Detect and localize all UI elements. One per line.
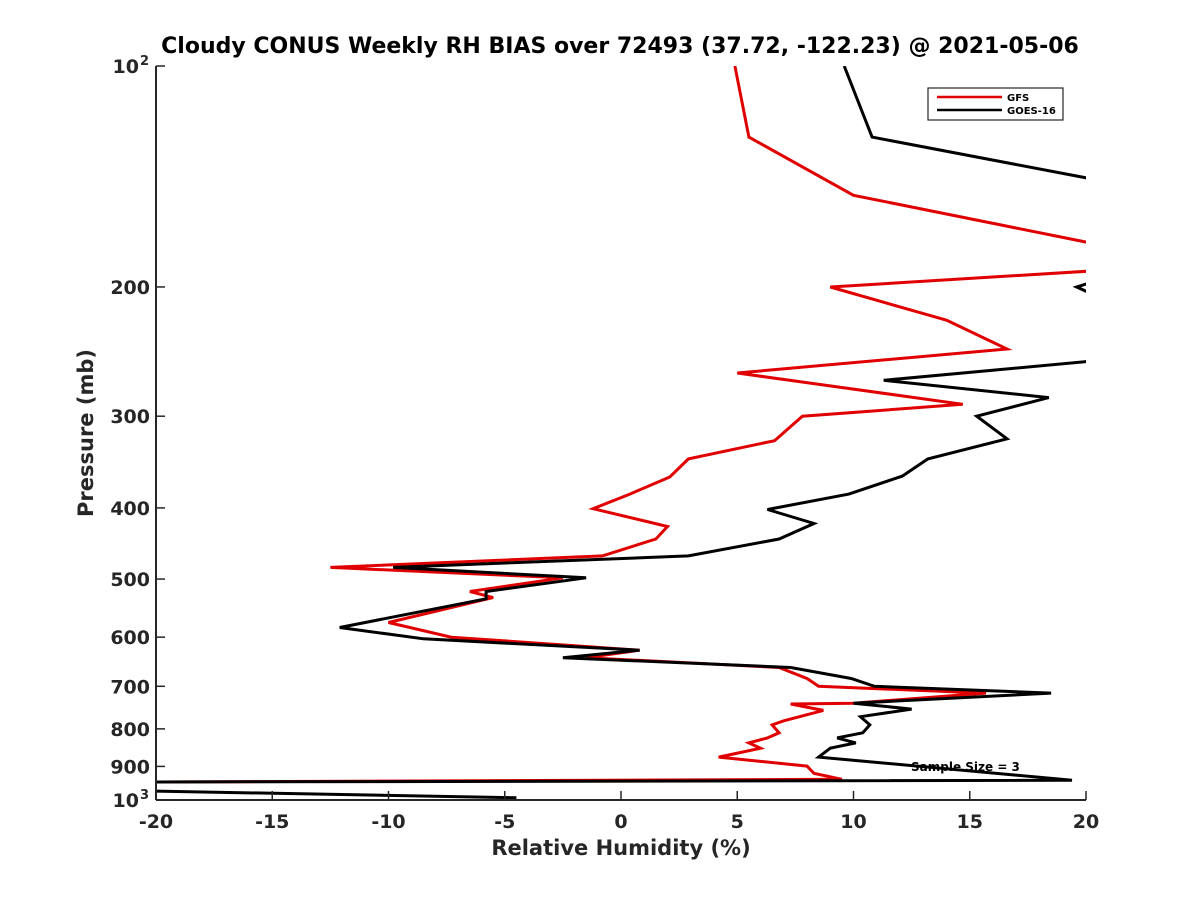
x-tick-label: 0 bbox=[614, 811, 627, 833]
sample-size-annotation: Sample Size = 3 bbox=[911, 760, 1020, 774]
y-axis-label: Pressure (mb) bbox=[74, 349, 98, 517]
x-tick-label: 20 bbox=[1073, 811, 1099, 833]
x-ticks: -20 -15 -10 -5 0 5 10 15 20 bbox=[139, 791, 1099, 833]
x-tick-label: -5 bbox=[494, 811, 515, 833]
y-tick-label: 700 bbox=[110, 676, 150, 698]
plot-area bbox=[156, 66, 1086, 800]
y-tick-exponent: 2 bbox=[140, 54, 149, 69]
x-axis-label: Relative Humidity (%) bbox=[491, 836, 750, 860]
y-tick-label: 400 bbox=[110, 498, 150, 520]
x-tick-label: -15 bbox=[255, 811, 289, 833]
x-tick-label: 5 bbox=[731, 811, 744, 833]
y-tick-label: 900 bbox=[110, 756, 150, 778]
chart-title: Cloudy CONUS Weekly RH BIAS over 72493 (… bbox=[161, 34, 1079, 59]
legend-label-gfs: GFS bbox=[1007, 93, 1029, 104]
x-tick-label: -20 bbox=[139, 811, 173, 833]
y-tick-label: 200 bbox=[110, 277, 150, 299]
y-tick-label: 500 bbox=[110, 569, 150, 591]
y-tick-label: 300 bbox=[110, 406, 150, 428]
y-tick-exponent: 3 bbox=[140, 788, 149, 803]
series-line-gfs bbox=[156, 66, 1086, 784]
legend: GFS GOES-16 bbox=[927, 87, 1064, 121]
x-tick-label: 10 bbox=[840, 811, 866, 833]
x-tick-label: -10 bbox=[371, 811, 405, 833]
y-tick-label: 10 bbox=[113, 56, 139, 78]
y-tick-label: 10 bbox=[113, 790, 139, 812]
legend-box bbox=[927, 87, 1064, 121]
legend-label-goes16: GOES-16 bbox=[1007, 106, 1056, 117]
series-line-goes16 bbox=[156, 66, 1086, 800]
x-tick-label: 15 bbox=[957, 811, 983, 833]
y-tick-label: 800 bbox=[110, 719, 150, 741]
y-tick-label: 600 bbox=[110, 627, 150, 649]
